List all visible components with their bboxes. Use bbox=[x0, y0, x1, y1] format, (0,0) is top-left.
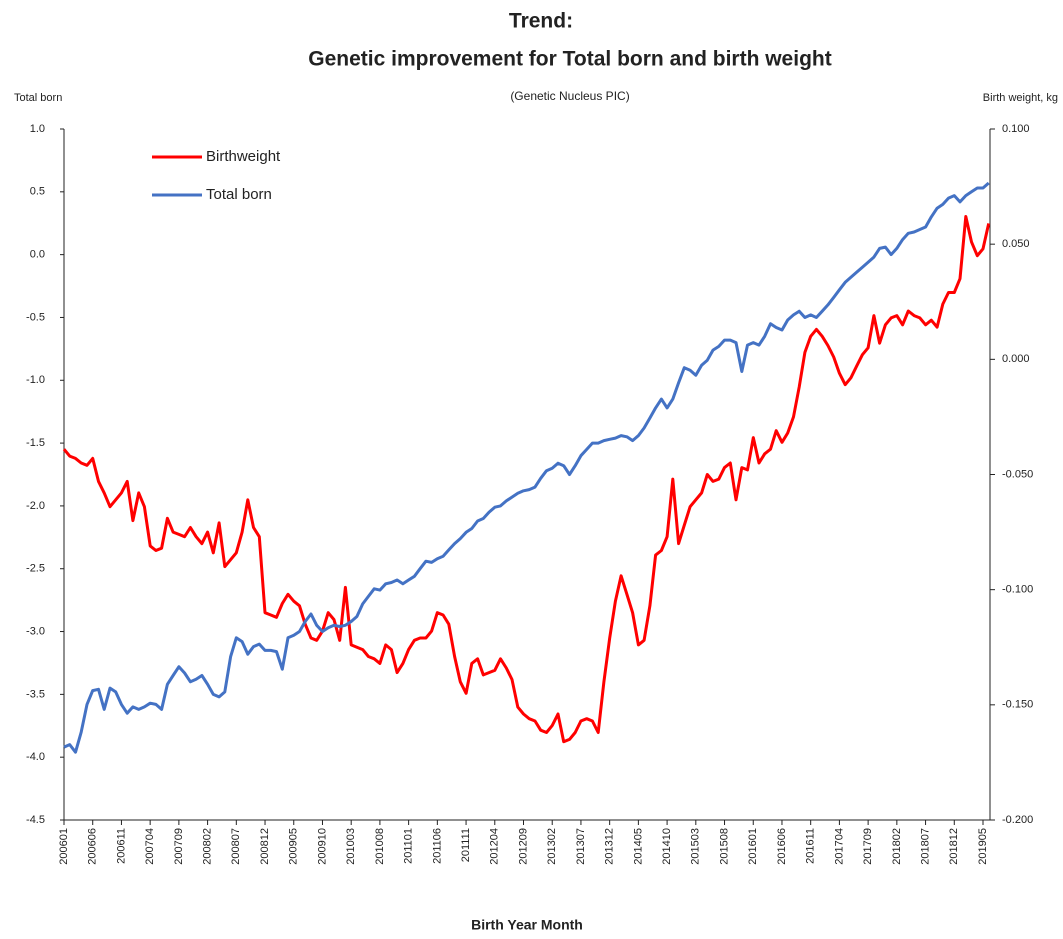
y-tick-label: 0.5 bbox=[30, 186, 45, 198]
x-tick-label: 200802 bbox=[202, 828, 214, 865]
y-tick-label: -4.5 bbox=[26, 814, 45, 826]
y-tick-label: -0.5 bbox=[26, 311, 45, 323]
x-tick-label: 201101 bbox=[403, 828, 415, 864]
x-tick-label: 201606 bbox=[776, 828, 788, 865]
y-tick-label: -1.0 bbox=[26, 374, 45, 386]
y-tick-label: -2.5 bbox=[26, 563, 45, 575]
x-tick-label: 201807 bbox=[919, 828, 931, 865]
y-tick-label: -1.5 bbox=[26, 437, 45, 449]
series-line bbox=[63, 181, 990, 754]
x-tick-label: 200601 bbox=[58, 828, 70, 865]
x-tick-label: 200910 bbox=[316, 828, 328, 865]
legend-label: Birthweight bbox=[206, 148, 281, 165]
y2-tick-label: -0.100 bbox=[1002, 584, 1033, 596]
x-tick-label: 201611 bbox=[805, 828, 817, 864]
y-tick-label: -2.0 bbox=[26, 500, 45, 512]
y2-tick-label: 0.050 bbox=[1002, 238, 1030, 250]
y-tick-label: -3.5 bbox=[26, 688, 45, 700]
x-tick-label: 201204 bbox=[489, 828, 501, 865]
x-tick-label: 201812 bbox=[948, 828, 960, 865]
series-line bbox=[62, 215, 991, 744]
y2-tick-label: 0.100 bbox=[1002, 123, 1030, 135]
y-tick-label: 0.0 bbox=[30, 249, 45, 261]
x-tick-label: 200812 bbox=[259, 828, 271, 865]
x-tick-label: 201503 bbox=[690, 828, 702, 865]
x-tick-label: 201601 bbox=[747, 828, 759, 865]
x-tick-label: 200807 bbox=[230, 828, 242, 865]
x-tick-label: 201410 bbox=[661, 828, 673, 865]
x-tick-label: 201704 bbox=[833, 828, 845, 865]
chart-title: Trend: bbox=[509, 10, 573, 33]
x-tick-label: 201709 bbox=[862, 828, 874, 865]
x-tick-label: 201312 bbox=[604, 828, 616, 865]
chart-title: Genetic improvement for Total born and b… bbox=[308, 48, 831, 71]
y2-tick-label: -0.050 bbox=[1002, 468, 1033, 480]
y2-axis-label: Birth weight, kg bbox=[983, 92, 1058, 104]
y-axis-label: Total born bbox=[14, 92, 62, 104]
y2-tick-label: 0.000 bbox=[1002, 353, 1030, 365]
chart-subtitle: (Genetic Nucleus PIC) bbox=[510, 89, 629, 103]
y2-tick-label: -0.200 bbox=[1002, 814, 1033, 826]
x-tick-label: 201302 bbox=[546, 828, 558, 865]
x-tick-label: 201106 bbox=[431, 828, 443, 864]
x-tick-label: 201508 bbox=[718, 828, 730, 865]
legend-label: Total born bbox=[206, 186, 272, 203]
x-tick-label: 200709 bbox=[173, 828, 185, 865]
x-tick-label: 201111 bbox=[460, 828, 472, 862]
x-tick-label: 201405 bbox=[632, 828, 644, 865]
y2-tick-label: -0.150 bbox=[1002, 699, 1033, 711]
x-tick-label: 200905 bbox=[288, 828, 300, 865]
x-tick-label: 201209 bbox=[517, 828, 529, 865]
y-tick-label: -4.0 bbox=[26, 751, 45, 763]
x-tick-label: 200606 bbox=[87, 828, 99, 865]
y-tick-label: -3.0 bbox=[26, 625, 45, 637]
x-tick-label: 201802 bbox=[891, 828, 903, 865]
y-tick-label: 1.0 bbox=[30, 123, 45, 135]
x-tick-label: 201008 bbox=[374, 828, 386, 865]
x-axis-label: Birth Year Month bbox=[471, 917, 583, 933]
x-tick-label: 201905 bbox=[977, 828, 989, 865]
x-tick-label: 200704 bbox=[144, 828, 156, 865]
x-tick-label: 201003 bbox=[345, 828, 357, 865]
x-tick-label: 200611 bbox=[115, 828, 127, 864]
x-tick-label: 201307 bbox=[575, 828, 587, 865]
